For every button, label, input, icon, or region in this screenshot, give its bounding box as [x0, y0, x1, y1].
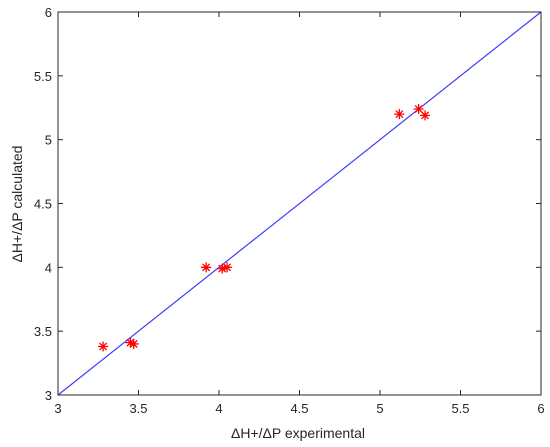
y-tick-label: 5.5 [34, 69, 52, 84]
fit-line [57, 11, 542, 396]
data-point [200, 262, 212, 273]
data-point-stroke [202, 263, 210, 272]
y-tick-label: 6 [45, 5, 52, 20]
data-point [221, 262, 233, 273]
y-tick-label: 4 [45, 260, 52, 275]
x-axis-title: ΔH+/ΔP experimental [231, 425, 365, 441]
data-point-stroke [126, 338, 135, 347]
y-tick-label: 4.5 [34, 197, 52, 212]
y-tick-label: 3.5 [34, 324, 52, 339]
data-point [394, 108, 405, 120]
x-tick-label: 5.5 [451, 401, 469, 416]
data-point-stroke [395, 110, 404, 118]
data-point-stroke [218, 264, 227, 273]
data-point-stroke [223, 263, 231, 272]
data-point-stroke [99, 342, 107, 351]
x-tick-label: 4 [215, 401, 222, 416]
x-tick-label: 6 [537, 401, 544, 416]
data-point [413, 103, 424, 115]
x-tick-label: 5 [376, 401, 383, 416]
data-point [419, 110, 431, 121]
data-point [217, 263, 228, 274]
tick-layer: 3 3.5 4 4.5 5 5.5 6 3 3.5 4 4.5 5 5.5 6 [34, 5, 545, 416]
x-tick-label: 3.5 [129, 401, 147, 416]
data-point-stroke [421, 111, 429, 120]
series-layer [57, 11, 542, 396]
data-point [97, 341, 109, 352]
data-point [128, 338, 139, 350]
data-point-stroke [414, 105, 423, 113]
y-axis-title: ΔH+/ΔP calculated [9, 146, 25, 263]
x-tick-label: 4.5 [290, 401, 308, 416]
y-tick-label: 3 [45, 388, 52, 403]
y-tick-label: 5 [45, 133, 52, 148]
x-tick-label: 3 [54, 401, 61, 416]
data-point-stroke [129, 340, 138, 348]
